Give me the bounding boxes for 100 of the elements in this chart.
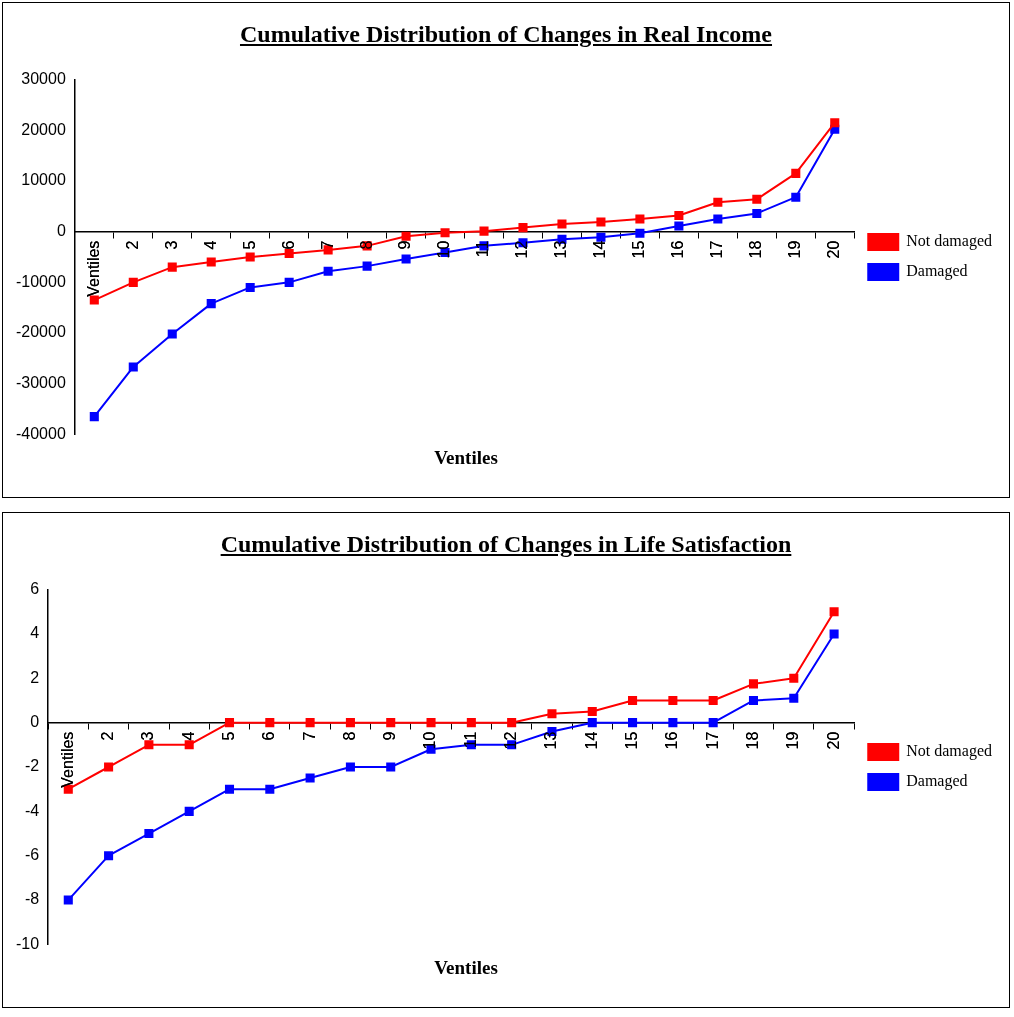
x-tick-label: 15: [630, 240, 648, 259]
point: [89, 412, 99, 422]
point: [547, 709, 557, 719]
point: [628, 695, 638, 706]
y-tick-label: -10000: [15, 272, 66, 290]
point: [323, 266, 333, 276]
x-tick-label: 6: [260, 731, 278, 741]
x-tick-label: 2: [123, 240, 141, 250]
x-tick-label: 7: [318, 240, 336, 250]
point: [362, 261, 372, 271]
point: [752, 194, 762, 204]
x-tick-label: Ventiles: [58, 731, 76, 788]
x-tick-label: 10: [421, 731, 439, 750]
point: [128, 277, 138, 287]
x-tick-label: 17: [708, 240, 726, 259]
x-axis-title: Ventiles: [433, 957, 499, 979]
point: [635, 228, 645, 238]
y-tick-label: 0: [30, 713, 40, 731]
point: [713, 197, 723, 207]
x-tick-label: 4: [201, 240, 219, 250]
point: [305, 718, 315, 728]
point: [104, 762, 114, 772]
chart-title: Cumulative Distribution of Changes in Life Satisfaction: [219, 530, 793, 559]
point: [245, 282, 255, 292]
legend-label: Damaged: [906, 262, 968, 281]
point: [345, 762, 355, 772]
point: [708, 695, 718, 706]
point: [63, 895, 73, 905]
point: [507, 718, 517, 728]
x-tick-label: 13: [542, 731, 560, 750]
point: [829, 607, 839, 617]
point: [668, 695, 678, 706]
x-tick-label: 19: [784, 731, 802, 750]
point: [265, 718, 275, 728]
y-tick-label: 2: [30, 668, 40, 686]
point: [791, 168, 801, 178]
x-tick-label: 10: [435, 240, 453, 259]
x-tick-label: 8: [340, 731, 358, 741]
legend-label: Not damaged: [906, 742, 992, 761]
x-tick-label: 9: [381, 731, 399, 741]
x-tick-label: 6: [279, 240, 297, 250]
point: [104, 851, 114, 861]
point: [386, 718, 396, 728]
point: [752, 208, 762, 218]
point: [596, 232, 606, 242]
y-tick-label: -4: [24, 801, 40, 819]
y-tick-label: -20000: [15, 323, 66, 341]
point: [401, 231, 411, 241]
point: [128, 362, 138, 372]
point: [635, 214, 645, 224]
point: [305, 773, 315, 783]
x-tick-label: 3: [162, 240, 180, 250]
x-tick-label: 7: [300, 731, 318, 741]
y-tick-label: 10000: [21, 171, 66, 189]
x-tick-label: 17: [703, 731, 721, 750]
point: [386, 762, 396, 772]
point: [708, 718, 718, 728]
point: [144, 740, 154, 750]
y-tick-label: -30000: [15, 374, 66, 392]
x-tick-label: 16: [669, 240, 687, 259]
point: [789, 693, 799, 703]
y-tick-label: -40000: [15, 424, 66, 442]
x-tick-label: 20: [824, 731, 842, 750]
x-tick-label: 4: [179, 731, 197, 741]
x-tick-label: 3: [139, 731, 157, 741]
x-tick-label: 14: [582, 731, 600, 750]
point: [167, 262, 177, 272]
point: [596, 217, 606, 227]
point: [401, 254, 411, 264]
point: [224, 718, 235, 728]
point: [789, 673, 799, 683]
y-tick-label: 4: [30, 624, 40, 642]
x-tick-label: 20: [825, 240, 843, 259]
point: [557, 219, 567, 229]
y-tick-label: 20000: [21, 120, 66, 138]
point: [224, 784, 235, 794]
point: [674, 221, 684, 231]
x-tick-label: 19: [786, 240, 804, 259]
y-tick-label: 0: [56, 222, 66, 240]
y-tick-label: -2: [24, 757, 40, 775]
point: [245, 252, 255, 262]
point: [345, 718, 355, 728]
x-tick-label: Ventiles: [84, 240, 102, 297]
point: [668, 718, 678, 728]
x-tick-label: 12: [513, 240, 531, 259]
point: [440, 228, 450, 238]
point: [426, 718, 436, 728]
point: [628, 718, 638, 728]
x-tick-label: 16: [663, 731, 681, 750]
y-tick-label: 30000: [21, 70, 66, 88]
x-tick-label: 5: [240, 240, 258, 250]
point: [479, 226, 489, 236]
legend-label: Damaged: [906, 772, 968, 791]
legend-label: Not damaged: [906, 232, 992, 251]
x-tick-label: 14: [591, 240, 609, 259]
point: [748, 679, 759, 689]
x-tick-label: 18: [743, 731, 761, 750]
point: [466, 718, 476, 728]
x-tick-label: 5: [219, 731, 237, 741]
point: [518, 223, 528, 233]
